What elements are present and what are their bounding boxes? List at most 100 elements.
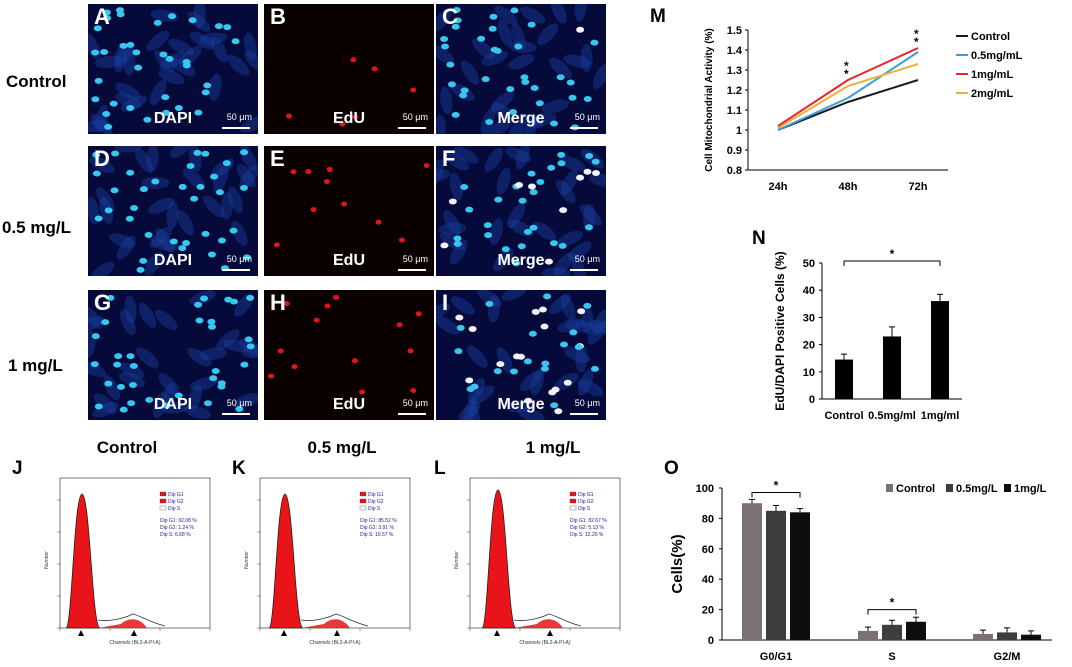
micro-panel-b: B EdU 50 μm [264, 4, 434, 134]
legend-label: 0.5mg/mL [971, 50, 1023, 62]
micro-image [436, 4, 606, 134]
row-label-control: Control [6, 72, 67, 91]
panel-letter-k: K [232, 458, 246, 479]
y-tick-label: 1.5 [727, 25, 742, 37]
y-tick-label: 1.4 [727, 45, 743, 57]
micro-panel-c: C Merge 50 μm [436, 4, 606, 134]
micro-panel-f: F Merge 50 μm [436, 146, 606, 276]
series-line [777, 63, 919, 129]
bar [906, 621, 926, 640]
legend-swatch [1004, 484, 1011, 492]
x-tick-label: Control [824, 410, 863, 422]
y-tick-label: 0 [809, 394, 815, 406]
channel-label: EdU [333, 252, 365, 269]
scale-bar [570, 127, 598, 129]
legend-label: 2mg/mL [971, 88, 1013, 100]
flow-stat: Dip G2: 5.13 % [570, 525, 604, 531]
flow-stat: Dip G2: 1.24 % [160, 525, 194, 531]
legend-swatch [886, 484, 893, 492]
micro-panel-letter: G [94, 290, 112, 315]
flow-xlabel: Channels (BL2-A-PI-A) [519, 640, 570, 646]
micro-panel-a: A DAPI 50 μm [88, 4, 258, 134]
flow-legend-entry: Dip G1 [368, 492, 384, 498]
significance-bracket [867, 609, 917, 615]
scale-bar [398, 269, 426, 271]
flow-ylabel: Number [244, 551, 250, 569]
channel-label: Merge [497, 396, 545, 413]
flow-stat: Dip G1: 92.08 % [160, 518, 197, 524]
scale-label: 50 μm [574, 254, 600, 264]
channel-label: DAPI [153, 252, 193, 269]
bar [1021, 634, 1041, 640]
x-tick-label: 72h [909, 181, 928, 193]
flow-stat: Dip G1: 82.67 % [570, 518, 607, 524]
flow-stat: Dip S: 6.68 % [160, 532, 191, 538]
y-tick-label: 0 [708, 635, 714, 647]
significance-star: * [890, 247, 895, 261]
y-tick-label: 40 [702, 574, 714, 586]
flow-title-1: 1 mg/L [525, 438, 581, 457]
bar [973, 633, 993, 640]
panel-letter-o: O [664, 458, 679, 479]
flow-legend-entry: Dip S [168, 506, 181, 512]
x-tick-label: G0/G1 [760, 651, 792, 663]
y-axis-label: Cell Mitochondrial Activity (%) [704, 28, 715, 172]
scale-bar [570, 413, 598, 415]
channel-label: Merge [497, 110, 545, 127]
y-tick-label: 20 [803, 340, 815, 352]
flow-stat: Dip S: 10.57 % [360, 532, 394, 538]
significance-star: * [914, 35, 919, 49]
legend-label: Control [896, 483, 935, 495]
bar [742, 503, 762, 640]
panel-letter-j: J [12, 458, 23, 479]
channel-label: EdU [333, 110, 365, 127]
significance-star: * [844, 67, 849, 81]
significance-bracket [751, 492, 801, 498]
flow-legend-entry: Dip G2 [578, 499, 594, 505]
bar [835, 359, 853, 399]
x-tick-label: 24h [769, 181, 788, 193]
micro-panel-letter: B [270, 4, 286, 29]
grouped-bar-chart-cell-cycle: 0 20 40 60 80 100 Cells(%) G0/G1 S G2/M Control 0.5… [669, 479, 1052, 663]
y-tick-label: 10 [803, 367, 815, 379]
micro-panel-letter: D [94, 146, 110, 171]
x-tick-label: G2/M [994, 651, 1021, 663]
significance-star: * [890, 596, 895, 610]
flow-title-0.5: 0.5 mg/L [307, 438, 377, 457]
flow-legend-entry: Dip G2 [368, 499, 384, 505]
flow-legend-entry: Dip G1 [578, 492, 594, 498]
y-tick-label: 80 [702, 513, 714, 525]
micro-image [88, 146, 258, 276]
bar [790, 512, 810, 640]
scale-label: 50 μm [226, 254, 252, 264]
line-chart-mitochondrial: 0.8 0.9 1 1.1 1.2 1.3 1.4 1.5 24h 48h 72h Cell Mito… [704, 25, 1023, 193]
flow-legend-entry: Dip S [578, 506, 591, 512]
legend-swatch [946, 484, 953, 492]
flow-xlabel: Channels (BL2-A-PI-A) [309, 640, 360, 646]
flow-ylabel: Number [454, 551, 460, 569]
x-tick-label: 1mg/ml [921, 410, 960, 422]
bar [882, 624, 902, 640]
y-tick-label: 40 [803, 285, 815, 297]
row-label-1: 1 mg/L [8, 356, 63, 375]
flow-title-control: Control [96, 438, 158, 457]
bar-chart-edu: 0 10 20 30 40 50 EdU/DAPI Positive Cells (%) Co… [773, 247, 962, 422]
channel-label: Merge [497, 252, 545, 269]
significance-star: * [844, 59, 849, 73]
y-tick-label: 100 [696, 483, 714, 495]
panel-letter-n: N [752, 228, 766, 249]
x-tick-label: 0.5mg/ml [868, 410, 916, 422]
legend-label: 1mg/mL [971, 69, 1013, 81]
flow-xlabel: Channels (BL2-A-PI-A) [109, 640, 160, 646]
scale-label: 50 μm [226, 398, 252, 408]
channel-label: DAPI [153, 110, 193, 127]
micro-panel-letter: I [442, 290, 449, 315]
legend-label: 0.5mg/L [956, 483, 998, 495]
significance-star: * [774, 479, 779, 493]
y-tick-label: 1.2 [727, 85, 742, 97]
panel-letter-m: M [650, 6, 666, 27]
y-tick-label: 1.1 [727, 105, 742, 117]
channel-label: EdU [333, 396, 365, 413]
